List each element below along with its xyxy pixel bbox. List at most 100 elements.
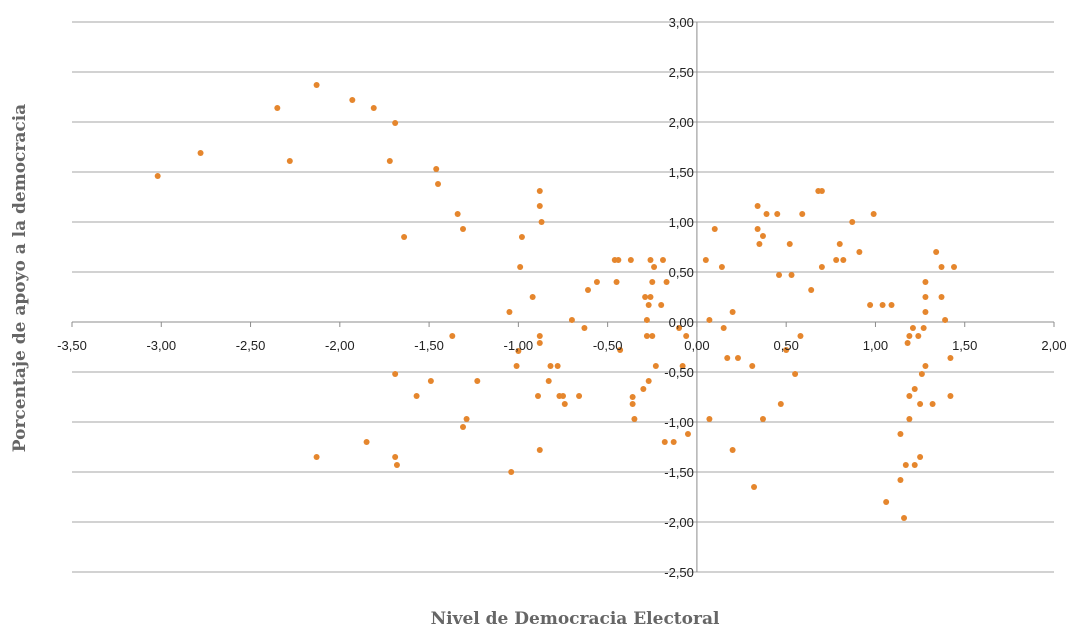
data-point bbox=[901, 515, 908, 521]
data-point bbox=[640, 386, 647, 392]
data-point bbox=[518, 234, 525, 240]
data-point bbox=[679, 363, 686, 369]
data-point bbox=[947, 393, 954, 399]
data-point bbox=[393, 462, 400, 468]
data-point bbox=[363, 439, 370, 445]
data-point bbox=[947, 355, 954, 361]
data-point bbox=[627, 257, 634, 263]
data-point bbox=[652, 363, 659, 369]
x-axis-title: Nivel de Democracia Electoral bbox=[431, 609, 720, 629]
data-point bbox=[951, 264, 958, 270]
data-point bbox=[454, 211, 461, 217]
data-point bbox=[529, 294, 536, 300]
data-point bbox=[460, 226, 467, 232]
data-point bbox=[370, 105, 377, 111]
data-point bbox=[649, 333, 656, 339]
data-point bbox=[706, 416, 713, 422]
data-point bbox=[659, 257, 666, 263]
x-tick-label: 1,00 bbox=[863, 338, 888, 353]
data-point bbox=[942, 317, 949, 323]
data-point bbox=[870, 211, 877, 217]
data-point bbox=[645, 378, 652, 384]
data-point bbox=[938, 294, 945, 300]
data-point bbox=[313, 82, 320, 88]
data-point bbox=[643, 317, 650, 323]
y-tick-label: 2,50 bbox=[669, 65, 694, 80]
y-tick-label: -2,00 bbox=[664, 515, 694, 530]
data-point bbox=[711, 226, 718, 232]
data-point bbox=[883, 499, 890, 505]
data-point bbox=[729, 447, 736, 453]
data-point bbox=[313, 454, 320, 460]
data-point bbox=[702, 257, 709, 263]
data-point bbox=[513, 363, 520, 369]
x-tick-label: -0,50 bbox=[593, 338, 623, 353]
x-tick-label: 1,50 bbox=[952, 338, 977, 353]
y-tick-label: -0,50 bbox=[664, 365, 694, 380]
data-point bbox=[786, 241, 793, 247]
data-point bbox=[670, 439, 677, 445]
data-point bbox=[517, 264, 524, 270]
data-point bbox=[460, 424, 467, 430]
data-point bbox=[904, 340, 911, 346]
data-point bbox=[902, 462, 909, 468]
data-point bbox=[777, 401, 784, 407]
y-tick-label: -1,50 bbox=[664, 465, 694, 480]
data-point bbox=[392, 371, 399, 377]
data-point bbox=[836, 241, 843, 247]
x-tick-label: -1,50 bbox=[414, 338, 444, 353]
data-point bbox=[286, 158, 293, 164]
data-point bbox=[554, 363, 561, 369]
data-point bbox=[867, 302, 874, 308]
data-point bbox=[833, 257, 840, 263]
data-point bbox=[897, 477, 904, 483]
data-point bbox=[734, 355, 741, 361]
data-point bbox=[427, 378, 434, 384]
data-point bbox=[449, 333, 456, 339]
data-point bbox=[629, 401, 636, 407]
y-tick-label: 0,50 bbox=[669, 265, 694, 280]
data-point bbox=[576, 393, 583, 399]
data-point bbox=[724, 355, 731, 361]
data-point bbox=[684, 431, 691, 437]
data-point bbox=[797, 333, 804, 339]
data-point bbox=[643, 333, 650, 339]
data-point bbox=[906, 393, 913, 399]
data-point bbox=[547, 363, 554, 369]
data-point bbox=[392, 454, 399, 460]
data-point bbox=[706, 317, 713, 323]
x-tick-label: 0,50 bbox=[774, 338, 799, 353]
data-point bbox=[879, 302, 886, 308]
data-point bbox=[911, 462, 918, 468]
data-point bbox=[938, 264, 945, 270]
data-point bbox=[922, 363, 929, 369]
y-tick-label: -1,00 bbox=[664, 415, 694, 430]
data-point bbox=[818, 188, 825, 194]
data-points bbox=[154, 82, 958, 521]
data-point bbox=[718, 264, 725, 270]
data-point bbox=[783, 347, 790, 353]
data-point bbox=[631, 416, 638, 422]
data-point bbox=[506, 309, 513, 315]
data-point bbox=[658, 302, 665, 308]
data-point bbox=[349, 97, 356, 103]
data-point bbox=[593, 279, 600, 285]
x-tick-label: -2,00 bbox=[325, 338, 355, 353]
data-point bbox=[792, 371, 799, 377]
data-point bbox=[392, 120, 399, 126]
data-point bbox=[906, 416, 913, 422]
data-point bbox=[584, 287, 591, 293]
data-point bbox=[274, 105, 281, 111]
data-point bbox=[463, 416, 470, 422]
y-tick-label: -2,50 bbox=[664, 565, 694, 580]
data-point bbox=[720, 325, 727, 331]
data-point bbox=[617, 347, 624, 353]
data-point bbox=[435, 181, 442, 187]
data-point bbox=[922, 309, 929, 315]
data-point bbox=[774, 211, 781, 217]
data-point bbox=[561, 401, 568, 407]
data-point bbox=[508, 469, 515, 475]
data-point bbox=[661, 439, 668, 445]
x-tick-label: 2,00 bbox=[1041, 338, 1066, 353]
